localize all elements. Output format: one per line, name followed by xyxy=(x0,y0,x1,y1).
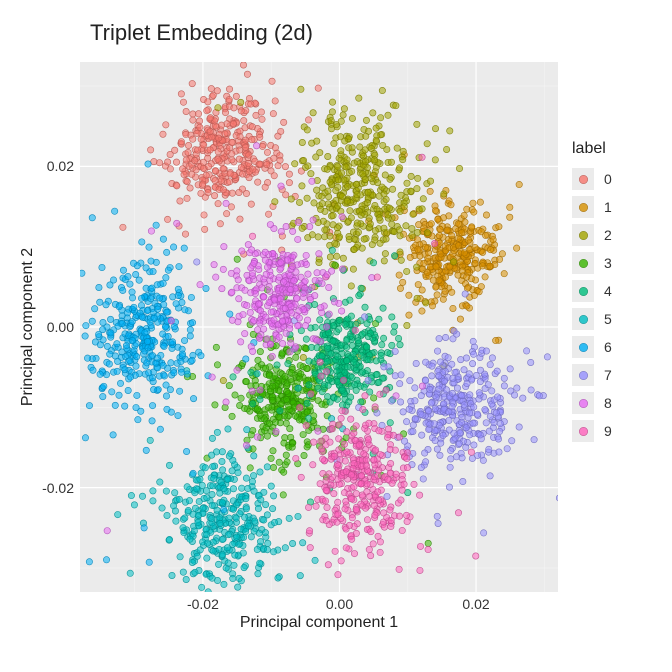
legend-item: 4 xyxy=(572,280,664,302)
y-axis-title-text: Principal component 2 xyxy=(19,248,37,406)
legend-dot-icon xyxy=(579,399,588,408)
legend-item: 6 xyxy=(572,336,664,358)
legend-key xyxy=(572,336,594,358)
x-tick-label: -0.02 xyxy=(187,596,219,612)
legend-label: 3 xyxy=(604,255,612,271)
chart-title: Triplet Embedding (2d) xyxy=(90,20,313,46)
chart-container: Triplet Embedding (2d) -0.02 0.00 0.02 -0.… xyxy=(0,0,672,672)
x-axis-title: Principal component 1 xyxy=(80,614,558,632)
legend-item: 0 xyxy=(572,168,664,190)
y-tick-label: 0.02 xyxy=(34,158,74,174)
legend-dot-icon xyxy=(579,175,588,184)
legend-item: 2 xyxy=(572,224,664,246)
legend-label: 1 xyxy=(604,199,612,215)
legend-item: 3 xyxy=(572,252,664,274)
legend-key xyxy=(572,280,594,302)
legend-dot-icon xyxy=(579,259,588,268)
legend-key xyxy=(572,252,594,274)
legend-label: 6 xyxy=(604,339,612,355)
legend-key xyxy=(572,308,594,330)
legend-key xyxy=(572,224,594,246)
legend-dot-icon xyxy=(579,203,588,212)
y-axis-title: Principal component 2 xyxy=(18,62,38,592)
legend-dot-icon xyxy=(579,231,588,240)
legend-key xyxy=(572,392,594,414)
legend-dot-icon xyxy=(579,315,588,324)
legend-label: 8 xyxy=(604,395,612,411)
legend-dot-icon xyxy=(579,427,588,436)
legend-label: 9 xyxy=(604,423,612,439)
legend-label: 4 xyxy=(604,283,612,299)
legend-key xyxy=(572,364,594,386)
legend-title: label xyxy=(572,140,664,158)
y-tick-label: 0.00 xyxy=(34,319,74,335)
scatter-svg xyxy=(80,62,558,592)
legend-key xyxy=(572,168,594,190)
legend-dot-icon xyxy=(579,371,588,380)
y-tick-label: -0.02 xyxy=(34,480,74,496)
legend-item: 8 xyxy=(572,392,664,414)
plot-panel xyxy=(80,62,558,592)
legend-label: 7 xyxy=(604,367,612,383)
x-tick-label: 0.00 xyxy=(326,596,353,612)
legend-dot-icon xyxy=(579,343,588,352)
legend-item: 9 xyxy=(572,420,664,442)
legend-label: 2 xyxy=(604,227,612,243)
legend-item: 7 xyxy=(572,364,664,386)
legend-item: 5 xyxy=(572,308,664,330)
legend-label: 0 xyxy=(604,171,612,187)
legend-key xyxy=(572,196,594,218)
legend-label: 5 xyxy=(604,311,612,327)
legend-key xyxy=(572,420,594,442)
legend-dot-icon xyxy=(579,287,588,296)
legend-item: 1 xyxy=(572,196,664,218)
legend: label 0 1 2 3 4 5 6 7 8 9 xyxy=(572,140,664,448)
x-tick-label: 0.02 xyxy=(462,596,489,612)
